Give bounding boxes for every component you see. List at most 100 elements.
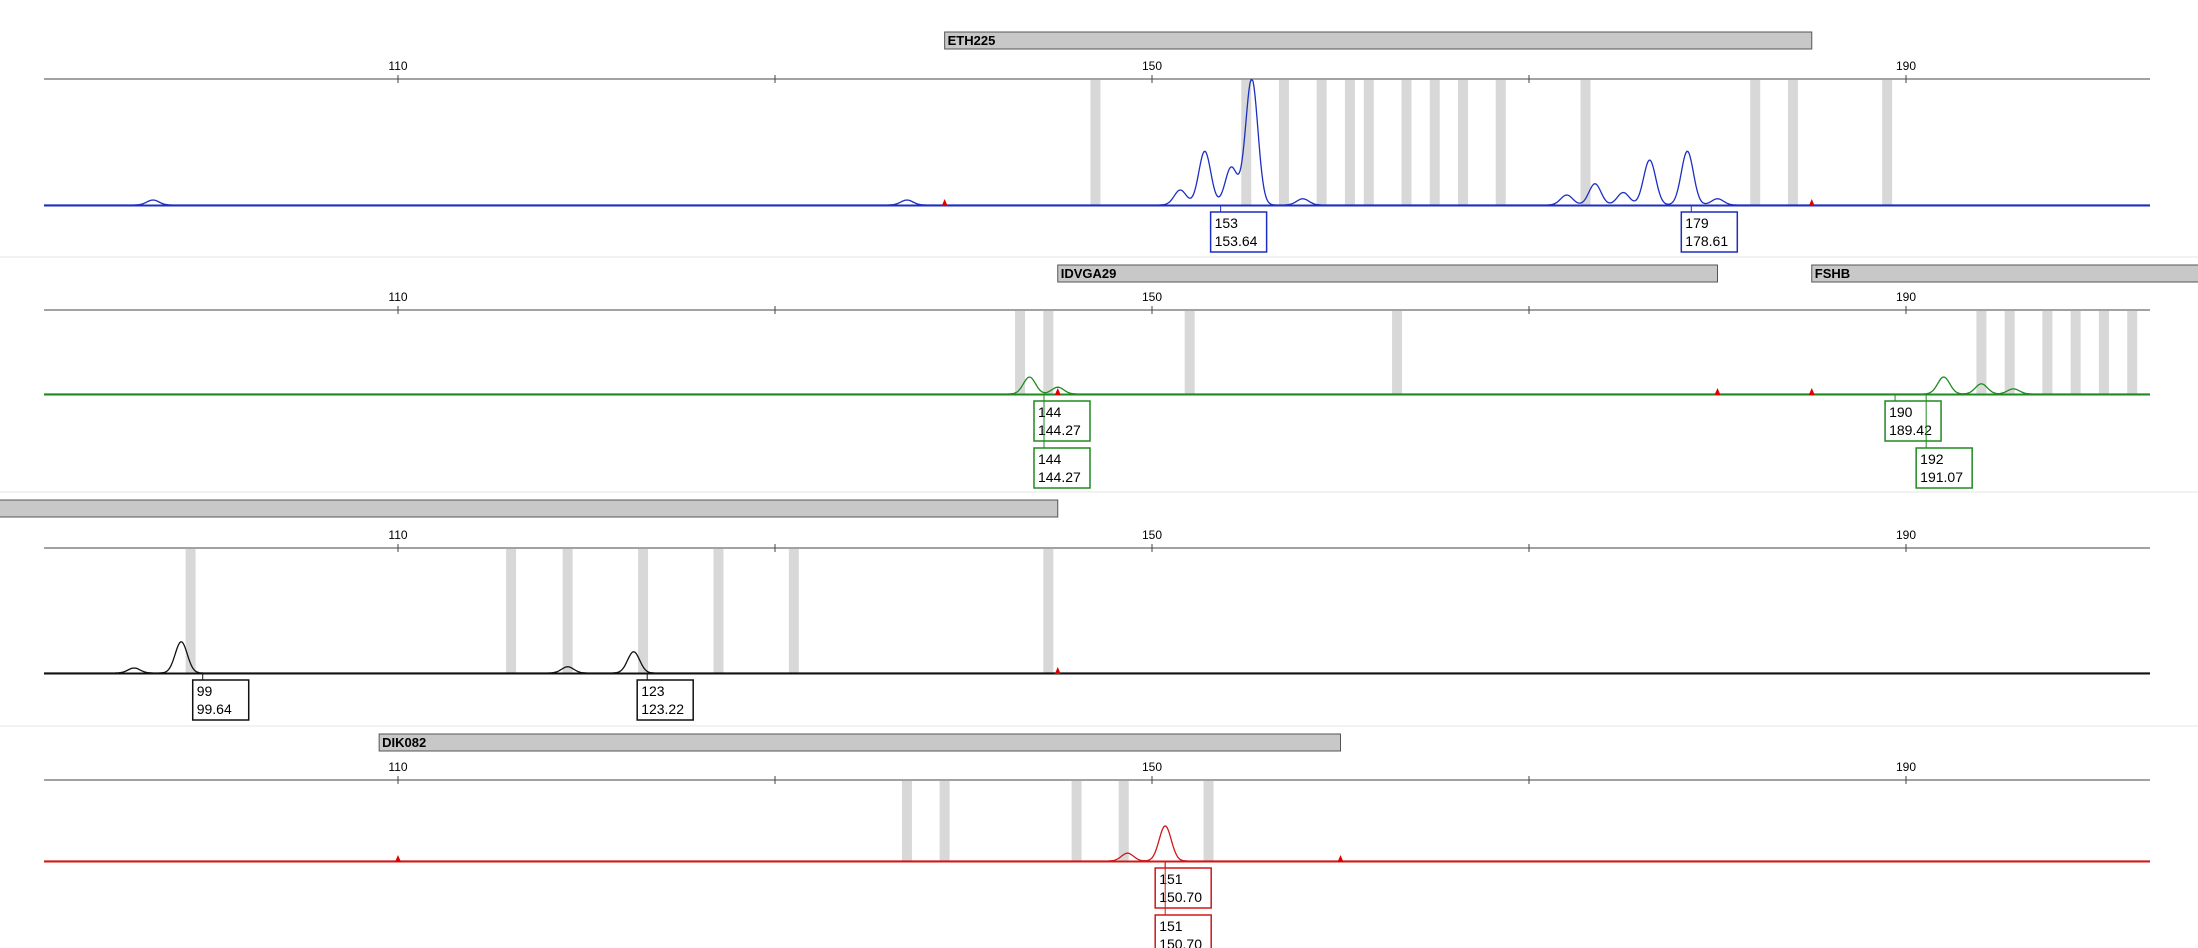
marker-range[interactable] (0, 499, 1059, 518)
allele-bin (1090, 80, 1101, 205)
allele-call-box[interactable] (191, 679, 250, 721)
marker-range[interactable] (1811, 264, 2198, 283)
ruler-tick-label: 110 (388, 59, 407, 73)
allele-bin (1787, 80, 1798, 205)
allele-bin (1344, 80, 1355, 205)
allele-bin (1278, 80, 1289, 205)
allele-size: 178.61 (1685, 233, 1728, 249)
allele-bin (788, 549, 799, 673)
allele-call[interactable]: 99 99.64 (191, 674, 250, 721)
size-standard-marker (1808, 199, 1815, 206)
ruler-tick-label: 110 (388, 760, 407, 774)
ruler-tick-label: 190 (1896, 290, 1916, 304)
allele-call-box[interactable] (1209, 211, 1268, 253)
allele-label: 179 (1685, 215, 1709, 231)
allele-size: 189.42 (1889, 422, 1932, 438)
allele-bin (2004, 311, 2015, 394)
lane-separator (0, 256, 2198, 258)
allele-bin (1429, 80, 1440, 205)
allele-call[interactable]: 151 150.70 (1154, 862, 1212, 909)
allele-bin (1401, 80, 1412, 205)
marker-bar-dik082[interactable]: DIK082 (378, 733, 1341, 752)
allele-bin (1241, 80, 1252, 205)
marker-range[interactable] (378, 733, 1341, 752)
allele-size: 153.64 (1215, 233, 1258, 249)
allele-bin (1203, 781, 1214, 861)
allele-call[interactable]: 190 189.42 (1884, 395, 1942, 442)
allele-call-box[interactable] (1154, 914, 1212, 948)
allele-bin (1118, 781, 1129, 861)
allele-label: 151 (1159, 871, 1183, 887)
allele-size: 99.64 (197, 701, 232, 717)
allele-bin (901, 781, 912, 861)
size-standard-marker (1337, 855, 1344, 862)
allele-bin (185, 549, 196, 673)
allele-call-box[interactable] (1033, 400, 1091, 442)
marker-bar-fshb[interactable]: FSHB (1811, 264, 2198, 283)
allele-call[interactable]: 144 144.27 (1033, 395, 1091, 442)
allele-label: 151 (1159, 918, 1183, 934)
marker-bar-t123[interactable]: T123 (0, 499, 1059, 518)
allele-bin (1015, 311, 1026, 394)
allele-bin (1882, 80, 1893, 205)
signal-trace (44, 641, 2150, 674)
allele-call-box[interactable] (1680, 211, 1739, 253)
marker-bar-eth225[interactable]: ETH225 (944, 31, 1813, 50)
allele-bin (506, 549, 517, 673)
lane-green: IDVGA29FSHBT501110150190230270144144.271… (0, 256, 2198, 489)
allele-call[interactable]: 179 178.61 (1680, 206, 1739, 253)
allele-label: 123 (641, 683, 665, 699)
ruler-tick-label: 190 (1896, 59, 1916, 73)
allele-label: 190 (1889, 404, 1913, 420)
allele-call[interactable]: 144 144.27 (1033, 395, 1091, 489)
size-standard-marker (1714, 388, 1721, 395)
size-standard-marker (1054, 667, 1061, 674)
allele-call-box[interactable] (1915, 447, 1973, 489)
allele-call-box[interactable] (1884, 400, 1942, 442)
allele-bin (1363, 80, 1374, 205)
lane-separator (0, 725, 2198, 727)
allele-size: 150.70 (1159, 889, 1202, 905)
allele-call[interactable]: 123 123.22 (636, 674, 694, 721)
allele-call-box[interactable] (1154, 867, 1212, 909)
allele-bin (939, 781, 950, 861)
allele-call[interactable]: 151 150.70 (1154, 862, 1212, 948)
ruler-tick-label: 190 (1896, 528, 1916, 542)
marker-name: DIK082 (382, 735, 426, 750)
lane-blue: ETH225RT1110150190230270153153.64179178.… (44, 31, 2150, 253)
allele-bin (2070, 311, 2081, 394)
size-standard-marker (395, 855, 401, 862)
size-standard-marker (1054, 388, 1061, 395)
allele-label: 192 (1920, 451, 1944, 467)
allele-bin (1043, 549, 1054, 673)
lane-red: DIK082C01110150190230270151150.70151150.… (0, 725, 2198, 948)
allele-call[interactable]: 192 191.07 (1915, 395, 1973, 489)
allele-call[interactable]: 153 153.64 (1209, 206, 1268, 253)
allele-size: 191.07 (1920, 469, 1963, 485)
lane-black: T123NVHRT731101501902302709999.64123123.… (0, 491, 2198, 721)
allele-bin (2098, 311, 2109, 394)
allele-bin (562, 549, 573, 673)
allele-label: 144 (1038, 404, 1062, 420)
allele-bin (2042, 311, 2053, 394)
allele-bin (1580, 80, 1591, 205)
allele-bin (713, 549, 724, 673)
marker-bar-idvga29[interactable]: IDVGA29 (1057, 264, 1718, 283)
size-standard-marker (1808, 388, 1815, 395)
allele-bin (638, 549, 649, 673)
marker-range[interactable] (944, 31, 1813, 50)
allele-label: 144 (1038, 451, 1062, 467)
allele-label: 153 (1215, 215, 1239, 231)
marker-name: FSHB (1815, 266, 1850, 281)
ruler-tick-label: 150 (1142, 760, 1162, 774)
ruler-tick-label: 110 (388, 290, 407, 304)
ruler-tick-label: 150 (1142, 528, 1162, 542)
allele-size: 123.22 (641, 701, 684, 717)
allele-size: 144.27 (1038, 469, 1081, 485)
allele-call-box[interactable] (1033, 447, 1091, 489)
marker-name: ETH225 (948, 33, 996, 48)
allele-bin (1316, 80, 1327, 205)
allele-call-box[interactable] (636, 679, 694, 721)
marker-range[interactable] (1057, 264, 1718, 283)
ruler-tick-label: 190 (1896, 760, 1916, 774)
